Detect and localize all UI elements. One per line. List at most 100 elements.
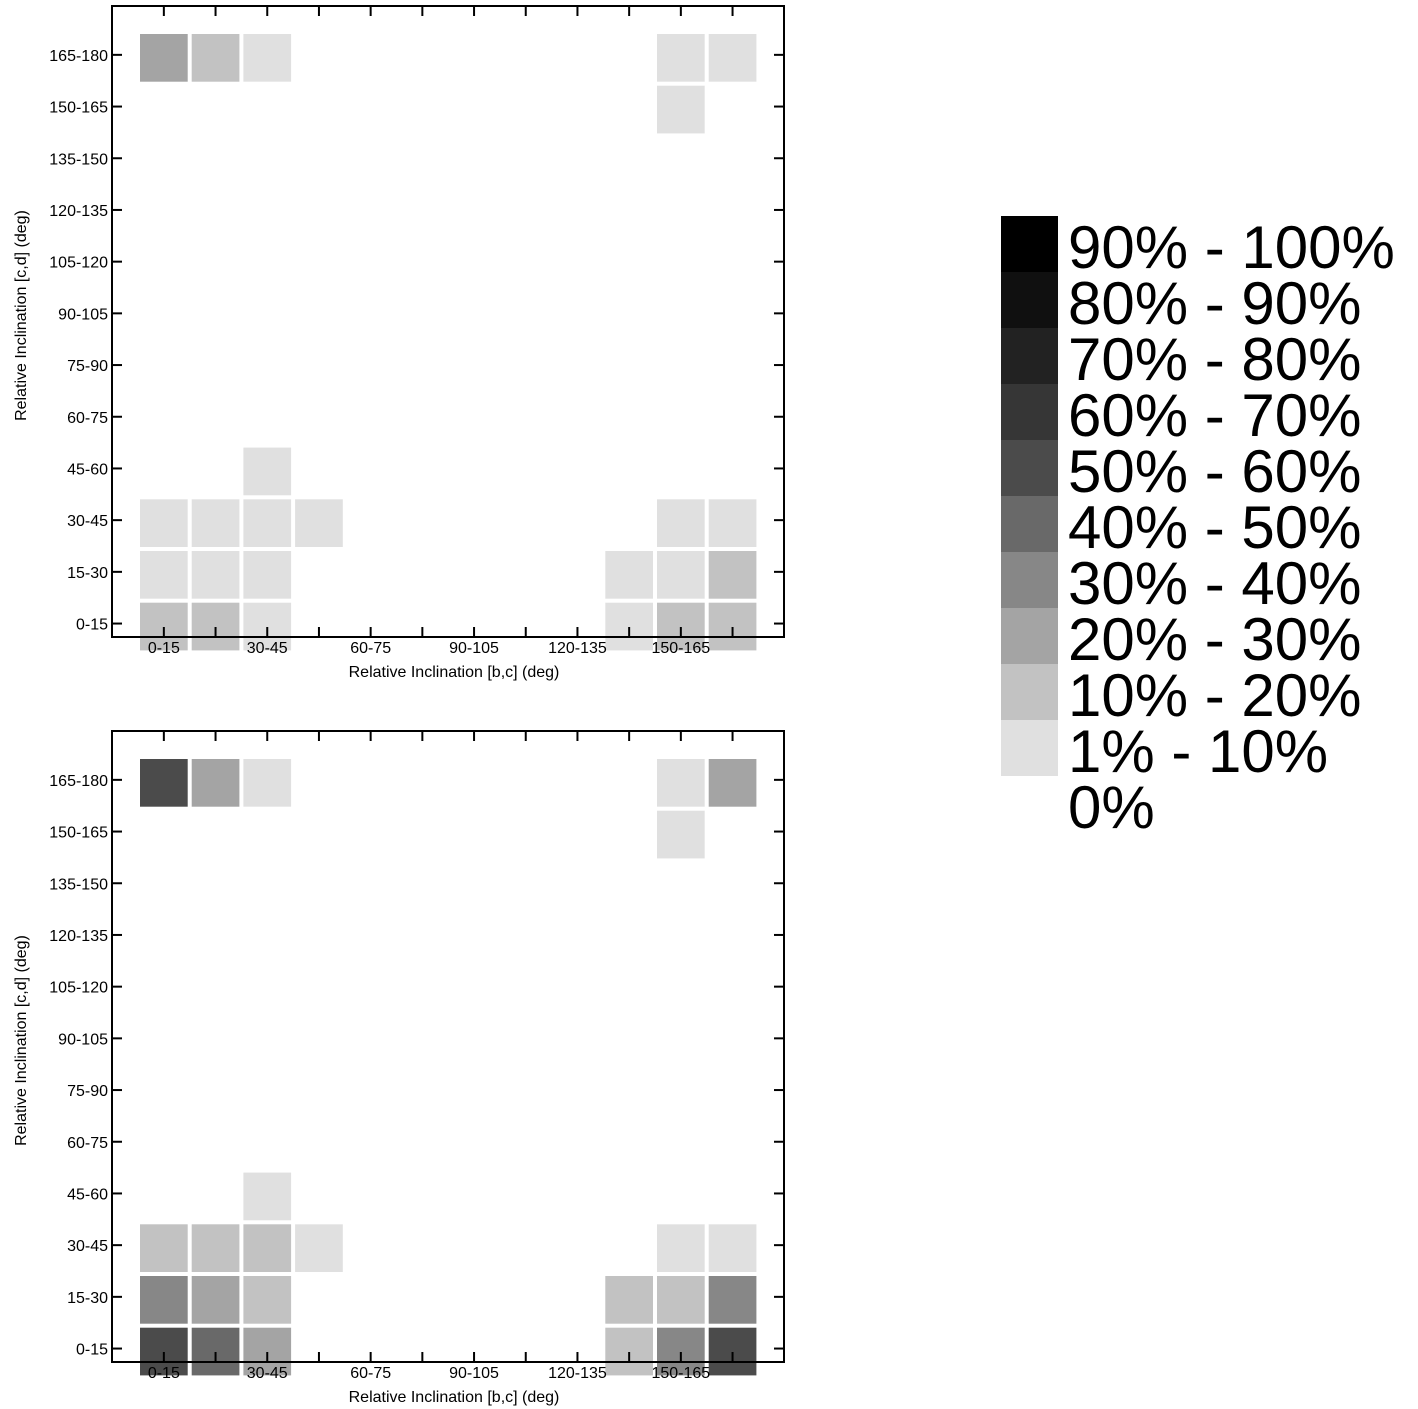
heatmap-cell bbox=[243, 602, 292, 651]
heatmap-cell bbox=[191, 499, 240, 547]
heatmap-cell bbox=[243, 499, 292, 547]
y-tick-label: 90-105 bbox=[58, 306, 108, 323]
heatmap-cell bbox=[657, 602, 705, 651]
y-tick-label: 150-165 bbox=[49, 825, 108, 842]
legend-swatch bbox=[1001, 776, 1058, 833]
heatmap-cell bbox=[140, 1327, 188, 1376]
x-tick-label: 90-105 bbox=[449, 1365, 499, 1382]
heatmap-cell bbox=[243, 447, 292, 496]
heatmap-cell bbox=[140, 1276, 188, 1324]
y-tick-label: 45-60 bbox=[67, 461, 108, 478]
heatmap-cell bbox=[657, 759, 705, 807]
y-tick-label: 0-15 bbox=[76, 617, 108, 634]
y-tick-label: 45-60 bbox=[67, 1186, 108, 1203]
heatmap-cell bbox=[243, 1276, 292, 1324]
y-tick-label: 165-180 bbox=[49, 48, 108, 65]
legend-swatch bbox=[1001, 608, 1058, 665]
heatmap-cell bbox=[140, 34, 188, 82]
legend-swatch bbox=[1001, 440, 1058, 497]
y-tick-label: 60-75 bbox=[67, 1135, 108, 1152]
y-tick-label: 135-150 bbox=[49, 876, 108, 893]
legend-swatch bbox=[1001, 216, 1058, 273]
heatmap-cell bbox=[605, 551, 653, 599]
legend-label: 0% bbox=[1068, 774, 1155, 841]
heatmap-cell bbox=[657, 1276, 705, 1324]
legend-swatch bbox=[1001, 272, 1058, 329]
legend-label: 10% - 20% bbox=[1068, 662, 1362, 729]
heatmap-cell bbox=[708, 551, 757, 599]
y-axis-title: Relative Inclination [c,d] (deg) bbox=[13, 935, 30, 1146]
y-tick-label: 15-30 bbox=[67, 565, 108, 582]
y-axis-title: Relative Inclination [c,d] (deg) bbox=[13, 210, 30, 421]
x-axis-title: Relative Inclination [b,c] (deg) bbox=[349, 664, 560, 681]
x-axis-title: Relative Inclination [b,c] (deg) bbox=[349, 1389, 560, 1406]
plot-frame bbox=[111, 730, 785, 1363]
y-tick-label: 30-45 bbox=[67, 1238, 108, 1255]
y-tick-label: 150-165 bbox=[49, 100, 108, 117]
heatmap-cell bbox=[657, 551, 705, 599]
x-tick-label: 0-15 bbox=[148, 640, 180, 657]
heatmap-cell bbox=[140, 499, 188, 547]
heatmap-cell bbox=[708, 499, 757, 547]
heatmap-cell bbox=[295, 1224, 343, 1272]
y-tick-label: 0-15 bbox=[76, 1342, 108, 1359]
heatmap-cell bbox=[295, 499, 343, 547]
legend-label: 60% - 70% bbox=[1068, 382, 1362, 449]
legend-swatch bbox=[1001, 496, 1058, 553]
legend-label: 20% - 30% bbox=[1068, 606, 1362, 673]
heatmap-cell bbox=[243, 1172, 292, 1221]
legend-swatch bbox=[1001, 720, 1058, 777]
y-tick-label: 120-135 bbox=[49, 203, 108, 220]
heatmap-cell bbox=[243, 551, 292, 599]
x-tick-label: 60-75 bbox=[350, 640, 391, 657]
heatmap-cell bbox=[191, 602, 240, 651]
heatmap-cell bbox=[708, 1224, 757, 1272]
heatmap-cell bbox=[657, 810, 705, 859]
legend-label: 90% - 100% bbox=[1068, 214, 1395, 281]
x-tick-label: 150-165 bbox=[651, 1365, 710, 1382]
y-tick-label: 105-120 bbox=[49, 980, 108, 997]
y-tick-label: 30-45 bbox=[67, 513, 108, 530]
x-tick-label: 30-45 bbox=[247, 640, 288, 657]
heatmap-cell bbox=[140, 1224, 188, 1272]
y-tick-label: 75-90 bbox=[67, 1083, 108, 1100]
heatmap-cell bbox=[657, 1327, 705, 1376]
legend-label: 70% - 80% bbox=[1068, 326, 1362, 393]
x-tick-label: 60-75 bbox=[350, 1365, 391, 1382]
heatmap-cell bbox=[191, 1276, 240, 1324]
heatmap-cell bbox=[708, 759, 757, 807]
heatmap-cell bbox=[657, 1224, 705, 1272]
y-tick-label: 75-90 bbox=[67, 358, 108, 375]
y-tick-label: 165-180 bbox=[49, 773, 108, 790]
legend-swatch bbox=[1001, 384, 1058, 441]
heatmap-cell bbox=[708, 34, 757, 82]
legend-label: 40% - 50% bbox=[1068, 494, 1362, 561]
legend: 90% - 100%80% - 90%70% - 80%60% - 70%50%… bbox=[1001, 214, 1395, 841]
heatmap-cell bbox=[708, 602, 757, 651]
legend-label: 1% - 10% bbox=[1068, 718, 1328, 785]
heatmap-cell bbox=[605, 1327, 653, 1376]
heatmap-cell bbox=[191, 1327, 240, 1376]
legend-label: 50% - 60% bbox=[1068, 438, 1362, 505]
plot-frame bbox=[111, 5, 785, 638]
y-tick-label: 15-30 bbox=[67, 1290, 108, 1307]
legend-swatch bbox=[1001, 664, 1058, 721]
heatmap-cell bbox=[243, 759, 292, 807]
y-tick-label: 105-120 bbox=[49, 255, 108, 272]
heatmap-cell bbox=[191, 34, 240, 82]
heatmap-cell bbox=[605, 1276, 653, 1324]
x-tick-label: 0-15 bbox=[148, 1365, 180, 1382]
heatmap-cell bbox=[140, 551, 188, 599]
x-tick-label: 90-105 bbox=[449, 640, 499, 657]
heatmap-cell bbox=[140, 759, 188, 807]
y-tick-label: 90-105 bbox=[58, 1031, 108, 1048]
legend-label: 30% - 40% bbox=[1068, 550, 1362, 617]
y-tick-label: 135-150 bbox=[49, 151, 108, 168]
heatmap-cell bbox=[657, 499, 705, 547]
heatmap-cell bbox=[657, 85, 705, 134]
heatmap-cell bbox=[140, 602, 188, 651]
chart-panel-2: 0-15 30-45 60-75 90-105 120-135 150-165 Relati… bbox=[13, 730, 785, 1406]
y-tick-label: 120-135 bbox=[49, 928, 108, 945]
heatmap-cell bbox=[708, 1327, 757, 1376]
